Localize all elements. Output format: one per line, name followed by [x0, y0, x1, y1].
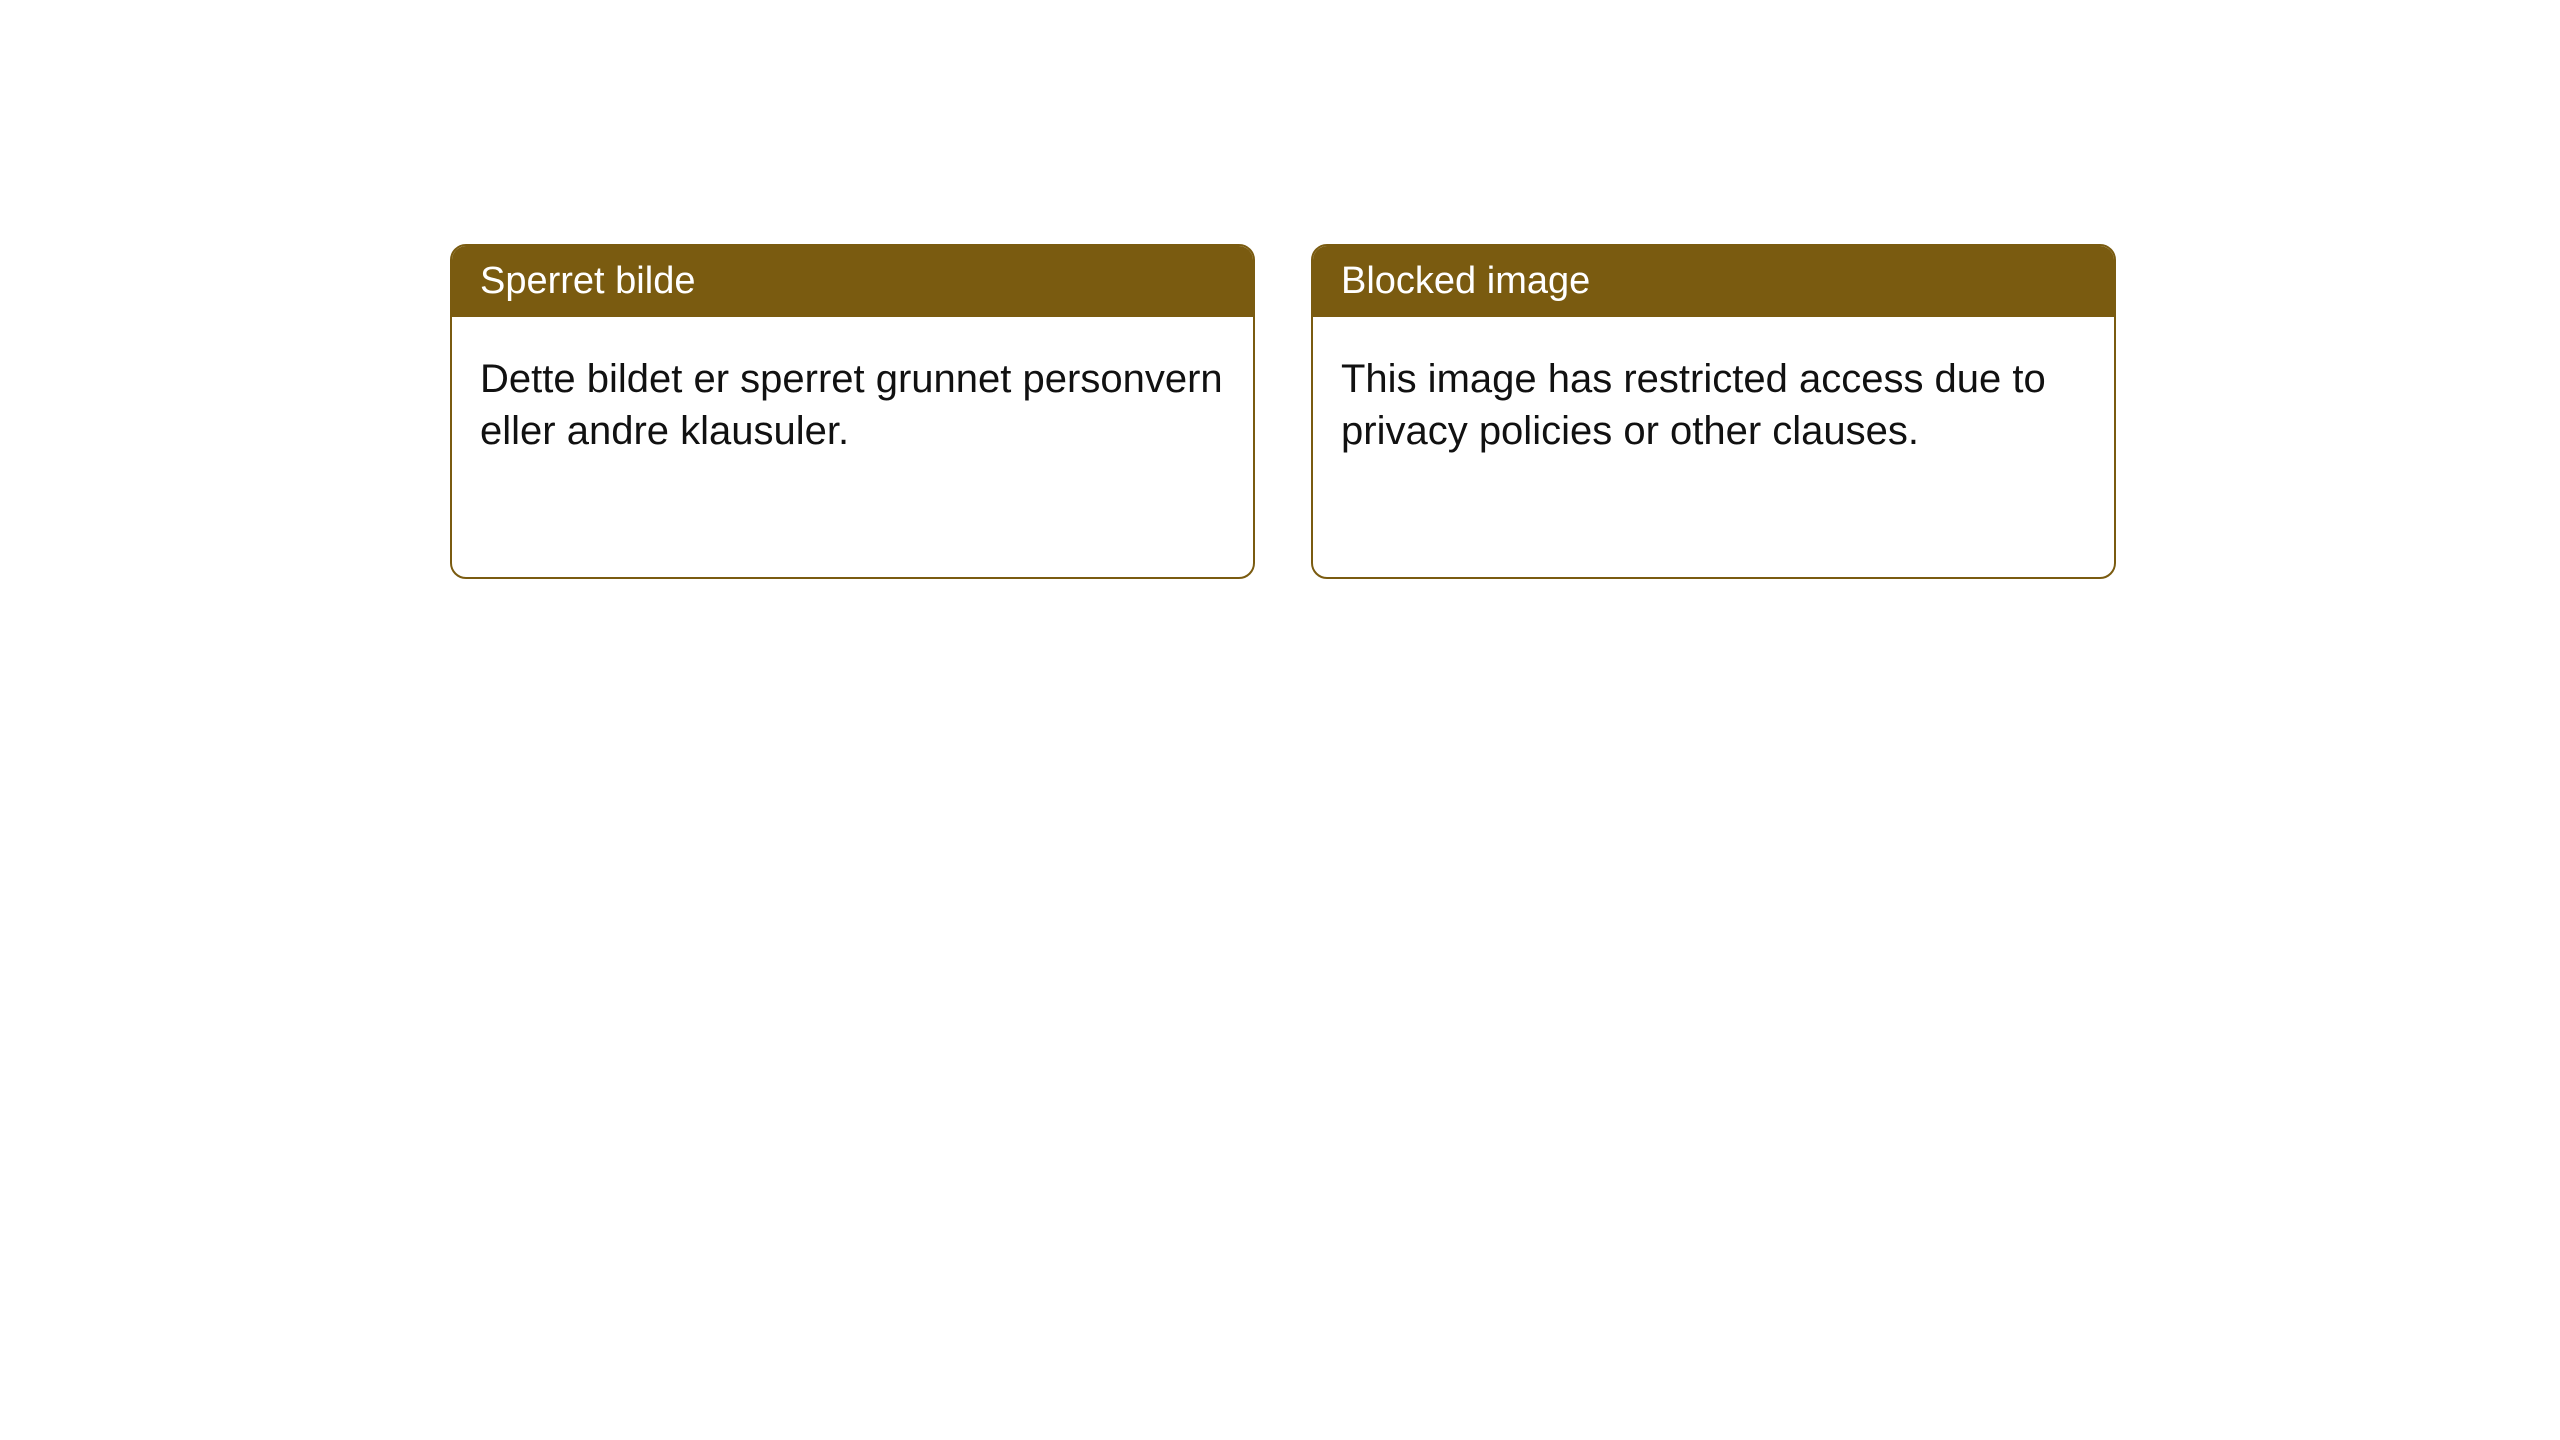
- card-body: Dette bildet er sperret grunnet personve…: [452, 317, 1253, 493]
- notice-card-english: Blocked image This image has restricted …: [1311, 244, 2116, 579]
- notice-cards-container: Sperret bilde Dette bildet er sperret gr…: [450, 244, 2116, 579]
- card-header: Sperret bilde: [452, 246, 1253, 317]
- card-header: Blocked image: [1313, 246, 2114, 317]
- card-body: This image has restricted access due to …: [1313, 317, 2114, 493]
- notice-card-norwegian: Sperret bilde Dette bildet er sperret gr…: [450, 244, 1255, 579]
